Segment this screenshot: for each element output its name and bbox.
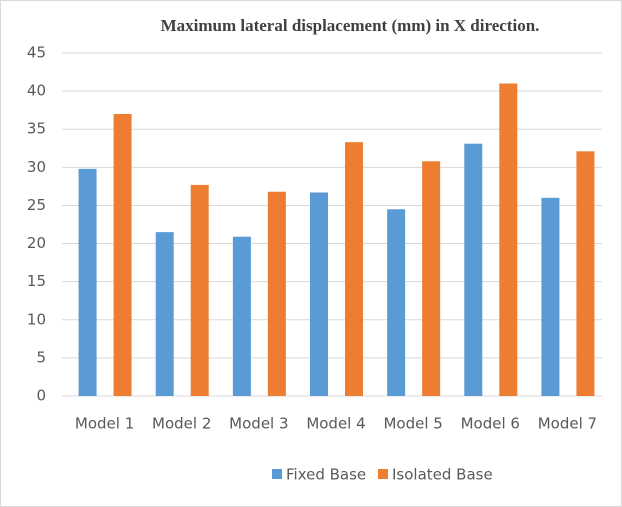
y-tick-label: 35 (27, 120, 46, 138)
bar (310, 192, 328, 396)
bar (113, 113, 132, 396)
y-tick-label: 20 (27, 234, 46, 252)
y-tick-label: 25 (27, 196, 46, 214)
x-tick-label: Model 5 (383, 415, 442, 433)
bar (499, 83, 518, 396)
chart-title: Maximum lateral displacement (mm) in X d… (161, 16, 540, 35)
legend-label: Isolated Base (392, 466, 493, 484)
bar (345, 142, 363, 396)
bar (232, 236, 251, 396)
legend-label: Fixed Base (286, 466, 366, 484)
bar (267, 191, 286, 396)
legend-swatch (378, 469, 388, 479)
y-tick-label: 0 (36, 387, 46, 405)
bar (190, 184, 209, 396)
bar (541, 197, 560, 396)
x-tick-label: Model 1 (75, 415, 134, 433)
x-tick-label: Model 3 (229, 415, 288, 433)
x-tick-label: Model 6 (461, 415, 520, 433)
bar (155, 232, 174, 396)
y-tick-label: 45 (27, 44, 46, 62)
x-tick-label: Model 4 (306, 415, 365, 433)
bar (464, 143, 483, 396)
y-tick-label: 15 (27, 272, 46, 290)
y-tick-label: 40 (27, 82, 46, 100)
y-tick-label: 5 (36, 348, 46, 366)
bar (78, 168, 97, 396)
y-tick-label: 30 (27, 158, 46, 176)
bar (576, 151, 595, 396)
legend-swatch (272, 469, 282, 479)
x-tick-label: Model 7 (538, 415, 597, 433)
bar (422, 161, 441, 396)
x-tick-label: Model 2 (152, 415, 211, 433)
y-tick-label: 10 (27, 310, 46, 328)
bar (387, 209, 406, 396)
